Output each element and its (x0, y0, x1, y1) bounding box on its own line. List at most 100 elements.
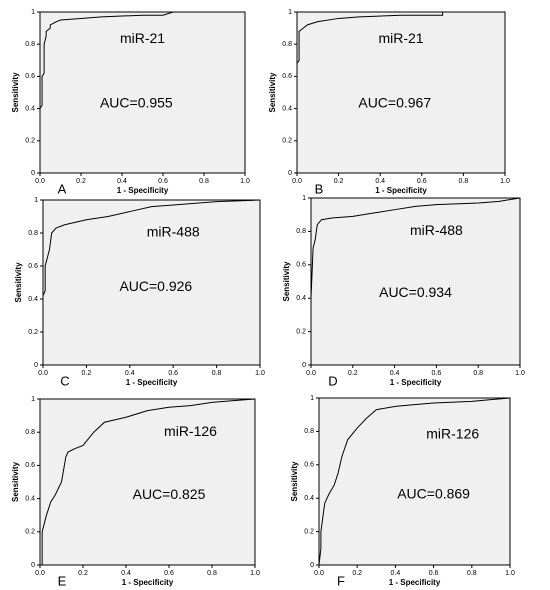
y-tick-label: 0 (310, 562, 314, 569)
y-axis-label: Sensitivity (268, 72, 277, 113)
x-tick-label: 0.0 (306, 370, 316, 377)
y-tick-label: 1 (288, 9, 292, 16)
y-tick-label: 0.2 (282, 138, 292, 145)
x-tick-label: 0.4 (125, 370, 135, 377)
x-tick-label: 0.4 (375, 178, 385, 185)
y-tick-label: 0 (288, 170, 292, 177)
annotation: miR-21 (378, 30, 423, 46)
x-tick-label: 0.6 (164, 570, 174, 577)
plot-area (310, 197, 521, 366)
y-axis-label: Sensitivity (14, 262, 23, 303)
y-tick-label: 0 (34, 362, 38, 369)
x-tick-label: 0.4 (117, 178, 127, 185)
roc-curve (318, 397, 511, 566)
x-tick-label: 0.0 (35, 570, 45, 577)
y-tick-label: 0.6 (296, 262, 306, 269)
x-axis-label: 1 - Specificity (375, 186, 427, 195)
x-tick-label: 0.0 (38, 370, 48, 377)
annotation: AUC=0.825 (133, 486, 206, 502)
y-tick-label: 1 (302, 195, 306, 202)
x-tick-label: 0.8 (207, 570, 217, 577)
x-tick-label: 0.4 (391, 570, 401, 577)
x-axis-label: 1 - Specificity (126, 378, 178, 387)
y-tick-label: 0.6 (28, 263, 38, 270)
x-tick-label: 0.8 (473, 370, 483, 377)
plot-area (39, 11, 246, 174)
panel-letter: F (337, 573, 345, 588)
roc-curve (39, 11, 245, 173)
x-tick-label: 1.0 (515, 370, 525, 377)
plot-area (296, 11, 506, 174)
y-axis-label: Sensitivity (11, 72, 20, 113)
y-tick-label: 1 (34, 197, 38, 204)
y-tick-label: 1 (31, 396, 35, 403)
x-tick-label: 0.6 (168, 370, 178, 377)
x-tick-label: 0.2 (348, 370, 358, 377)
annotation: AUC=0.926 (119, 278, 192, 294)
annotation: AUC=0.967 (358, 94, 431, 110)
x-tick-label: 0.6 (432, 370, 442, 377)
y-tick-label: 0.2 (25, 138, 35, 145)
y-axis-label: Sensitivity (282, 261, 291, 302)
y-tick-label: 0.6 (282, 73, 292, 80)
y-tick-label: 0.4 (25, 105, 35, 112)
x-tick-label: 1.0 (505, 570, 515, 577)
x-tick-label: 0.6 (158, 178, 168, 185)
annotation: miR-488 (410, 222, 463, 238)
y-tick-label: 0 (31, 562, 35, 569)
panel-letter: C (60, 373, 69, 388)
y-tick-label: 0.2 (28, 329, 38, 336)
x-tick-label: 0.8 (212, 370, 222, 377)
x-tick-label: 0.2 (352, 570, 362, 577)
x-tick-label: 0.0 (314, 570, 324, 577)
x-tick-label: 0.0 (292, 178, 302, 185)
annotation: miR-126 (426, 425, 479, 441)
y-tick-label: 0.2 (25, 529, 35, 536)
x-tick-label: 0.0 (35, 178, 45, 185)
panel-letter: D (328, 373, 337, 388)
roc-curve (296, 11, 505, 173)
y-axis-label: Sensitivity (11, 461, 20, 502)
y-tick-label: 0.8 (28, 230, 38, 237)
x-tick-label: 0.2 (82, 370, 92, 377)
panel-letter: A (58, 181, 67, 196)
x-tick-label: 0.8 (459, 178, 469, 185)
plot-area (42, 199, 261, 366)
y-tick-label: 0.8 (25, 429, 35, 436)
y-tick-label: 0 (31, 170, 35, 177)
y-tick-label: 0.2 (304, 528, 314, 535)
y-tick-label: 0.6 (25, 73, 35, 80)
annotation: AUC=0.869 (397, 486, 470, 502)
x-tick-label: 1.0 (500, 178, 510, 185)
roc-curve (42, 199, 261, 365)
annotation: AUC=0.955 (100, 94, 173, 110)
panel-letter: E (58, 573, 67, 588)
y-axis-label: Sensitivity (290, 461, 299, 502)
annotation: miR-126 (164, 423, 217, 439)
y-tick-label: 1 (31, 9, 35, 16)
x-tick-label: 0.6 (429, 570, 439, 577)
x-tick-label: 1.0 (240, 178, 250, 185)
x-tick-label: 1.0 (250, 570, 260, 577)
y-tick-label: 0.8 (304, 428, 314, 435)
y-tick-label: 0.2 (296, 328, 306, 335)
annotation: miR-488 (147, 224, 200, 240)
x-tick-label: 0.8 (467, 570, 477, 577)
y-tick-label: 0.8 (296, 228, 306, 235)
y-tick-label: 0.6 (25, 462, 35, 469)
x-tick-label: 0.4 (390, 370, 400, 377)
plot-area (318, 397, 511, 566)
panel-letter: B (315, 181, 324, 196)
x-axis-label: 1 - Specificity (122, 578, 174, 587)
y-tick-label: 0.8 (282, 41, 292, 48)
x-tick-label: 0.6 (417, 178, 427, 185)
x-axis-label: 1 - Specificity (389, 578, 441, 587)
x-tick-label: 0.2 (334, 178, 344, 185)
x-tick-label: 1.0 (255, 370, 265, 377)
roc-curve (310, 197, 521, 365)
x-tick-label: 0.4 (121, 570, 131, 577)
y-tick-label: 0 (302, 362, 306, 369)
y-tick-label: 0.4 (282, 105, 292, 112)
y-tick-label: 0.4 (25, 495, 35, 502)
